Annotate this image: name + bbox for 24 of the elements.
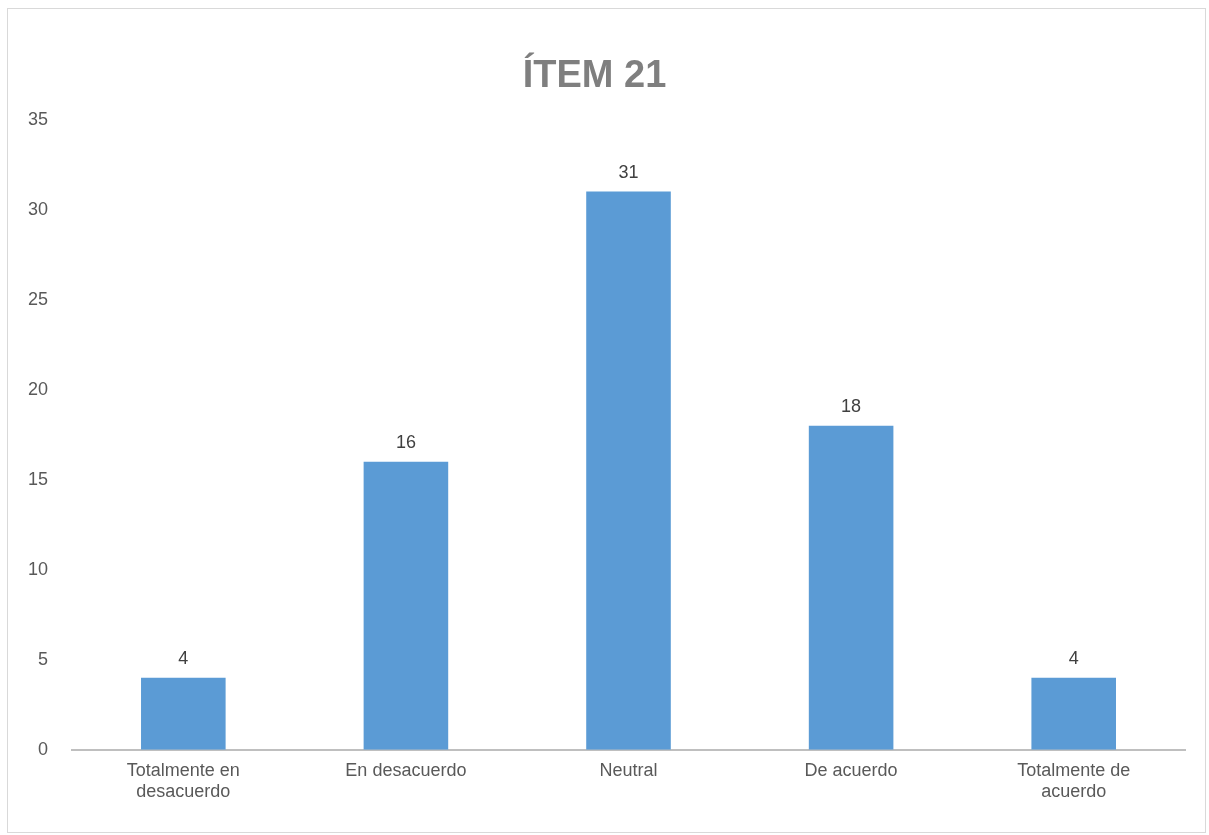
- x-tick-label: Neutral: [599, 759, 658, 780]
- data-label: 31: [618, 161, 639, 182]
- bar: [1031, 677, 1116, 750]
- bar: [808, 425, 894, 750]
- data-label: 16: [395, 431, 416, 452]
- y-tick-label: 25: [27, 288, 49, 309]
- y-tick-label: 0: [38, 738, 49, 759]
- y-tick-label: 15: [27, 468, 49, 489]
- x-tick-label: En desacuerdo: [345, 759, 467, 780]
- x-tick-label: De acuerdo: [804, 759, 898, 780]
- y-tick-label: 30: [27, 198, 49, 219]
- bar: [586, 191, 671, 750]
- data-label: 4: [1068, 647, 1079, 668]
- chart-title: ÍTEM 21: [522, 52, 667, 96]
- bar: [141, 677, 226, 750]
- data-label: 18: [841, 395, 862, 416]
- x-tick-label: Totalmente en desacuerdo: [126, 759, 240, 802]
- data-label: 4: [178, 647, 189, 668]
- y-tick-label: 20: [27, 378, 49, 399]
- y-tick-label: 5: [38, 648, 49, 669]
- y-tick-label: 35: [27, 108, 49, 129]
- y-tick-label: 10: [27, 558, 49, 579]
- bar: [363, 461, 449, 750]
- x-tick-label: Totalmente de acuerdo: [1017, 759, 1131, 802]
